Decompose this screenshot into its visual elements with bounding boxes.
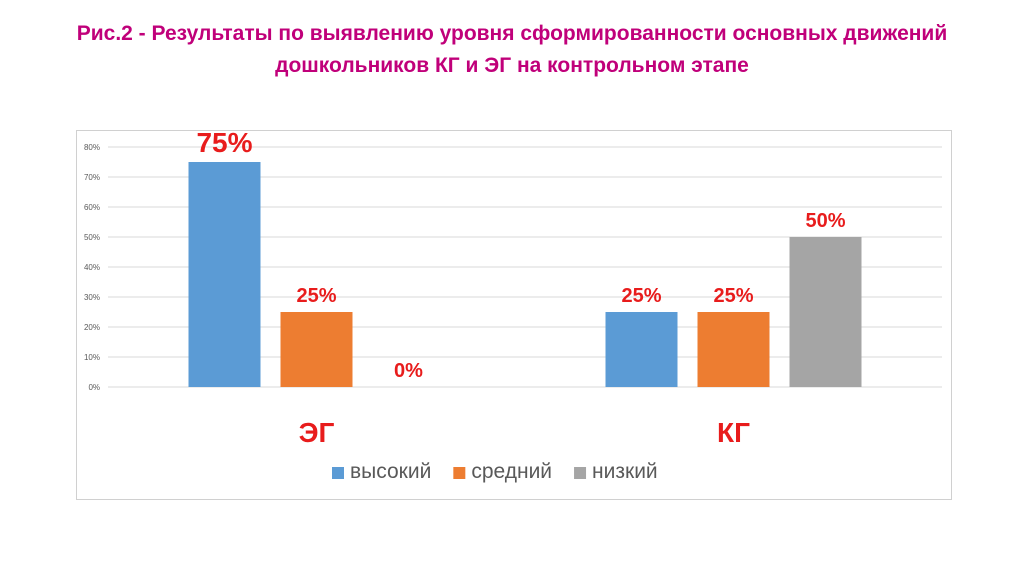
- bar: [698, 312, 770, 387]
- legend-swatch: [453, 467, 465, 479]
- y-tick-label: 20%: [84, 323, 100, 332]
- y-tick-label: 40%: [84, 263, 100, 272]
- bar: [281, 312, 353, 387]
- legend-swatch: [574, 467, 586, 479]
- data-label: 75%: [196, 127, 252, 158]
- data-label: 25%: [621, 285, 661, 307]
- y-tick-label: 80%: [84, 143, 100, 152]
- data-label: 50%: [805, 210, 845, 232]
- x-category-label: КГ: [717, 417, 750, 448]
- y-tick-label: 30%: [84, 293, 100, 302]
- y-tick-label: 60%: [84, 203, 100, 212]
- bar: [189, 162, 261, 387]
- y-tick-label: 10%: [84, 353, 100, 362]
- data-label: 25%: [296, 285, 336, 307]
- legend-label: высокий: [350, 460, 431, 483]
- legend-swatch: [332, 467, 344, 479]
- y-tick-label: 50%: [84, 233, 100, 242]
- bar: [790, 237, 862, 387]
- legend-label: низкий: [592, 460, 658, 483]
- legend-label: средний: [471, 460, 552, 483]
- data-label: 25%: [713, 285, 753, 307]
- y-tick-label: 0%: [88, 383, 100, 392]
- y-tick-label: 70%: [84, 173, 100, 182]
- x-category-label: ЭГ: [299, 417, 335, 448]
- bar: [606, 312, 678, 387]
- data-label: 0%: [394, 360, 423, 382]
